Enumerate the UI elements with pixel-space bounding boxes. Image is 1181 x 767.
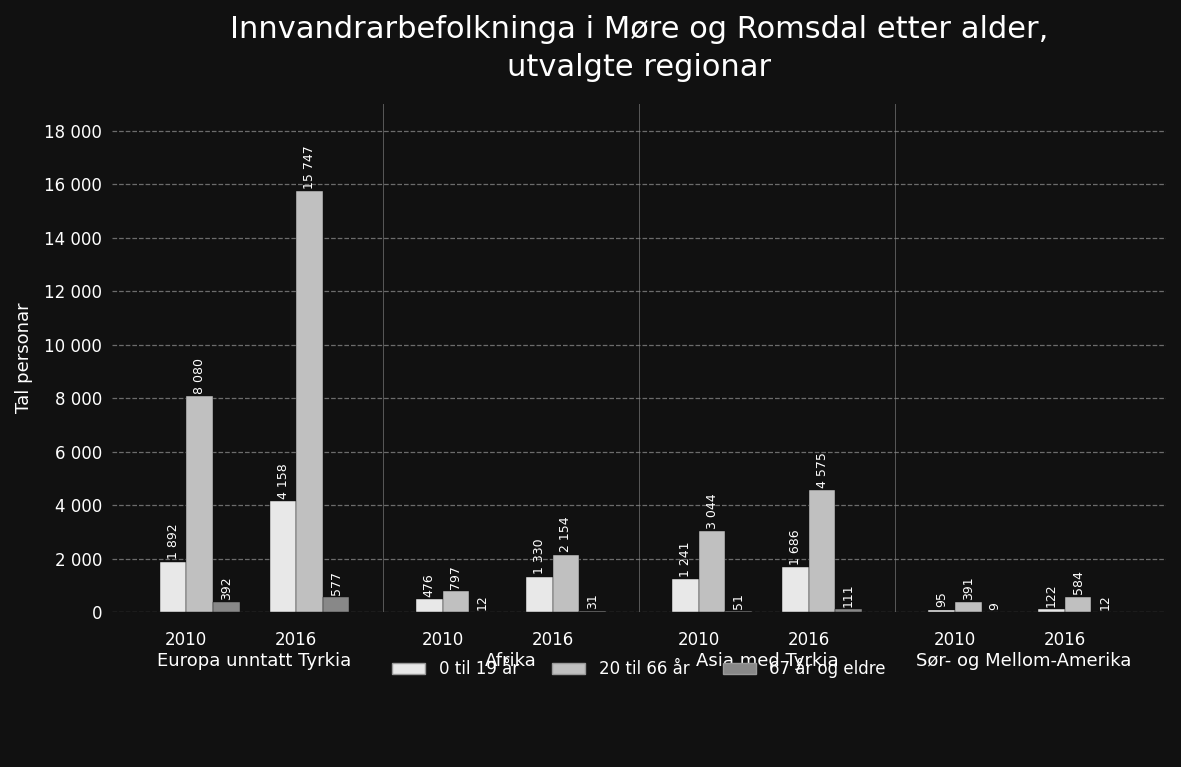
- Y-axis label: Tal personar: Tal personar: [15, 303, 33, 413]
- Text: 391: 391: [961, 576, 974, 600]
- Bar: [296, 191, 322, 612]
- Text: 577: 577: [329, 571, 342, 594]
- Text: 476: 476: [423, 574, 436, 597]
- Text: 1 686: 1 686: [789, 529, 802, 565]
- Text: 1 892: 1 892: [167, 524, 180, 559]
- Text: 4 575: 4 575: [816, 452, 829, 488]
- Text: 122: 122: [1045, 583, 1058, 607]
- Bar: [416, 600, 443, 612]
- Text: 111: 111: [842, 584, 855, 607]
- Text: 392: 392: [220, 576, 233, 600]
- Text: 51: 51: [732, 593, 745, 609]
- Text: 95: 95: [935, 591, 948, 607]
- Bar: [269, 501, 296, 612]
- Legend: 0 til 19 år, 20 til 66 år, 67 år og eldre: 0 til 19 år, 20 til 66 år, 67 år og eldr…: [385, 652, 893, 685]
- Text: Asia med Tyrkia: Asia med Tyrkia: [696, 652, 839, 670]
- Bar: [159, 561, 187, 612]
- Text: 8 080: 8 080: [194, 358, 207, 394]
- Bar: [725, 611, 752, 612]
- Text: Afrika: Afrika: [485, 652, 536, 670]
- Bar: [187, 396, 213, 612]
- Bar: [553, 555, 579, 612]
- Bar: [835, 609, 862, 612]
- Text: 2016: 2016: [1044, 631, 1087, 649]
- Text: 797: 797: [449, 565, 462, 589]
- Bar: [526, 577, 553, 612]
- Text: Sør- og Mellom-Amerika: Sør- og Mellom-Amerika: [915, 652, 1131, 670]
- Text: 2010: 2010: [934, 631, 976, 649]
- Title: Innvandrarbefolkninga i Møre og Romsdal etter alder,
utvalgte regionar: Innvandrarbefolkninga i Møre og Romsdal …: [230, 15, 1048, 82]
- Text: 1 241: 1 241: [679, 542, 692, 577]
- Text: 2010: 2010: [165, 631, 208, 649]
- Text: 12: 12: [476, 594, 489, 610]
- Bar: [699, 531, 725, 612]
- Bar: [443, 591, 469, 612]
- Text: 2016: 2016: [788, 631, 830, 649]
- Text: Europa unntatt Tyrkia: Europa unntatt Tyrkia: [157, 652, 352, 670]
- Text: 4 158: 4 158: [276, 463, 289, 499]
- Bar: [1065, 597, 1091, 612]
- Text: 9: 9: [988, 602, 1001, 610]
- Bar: [782, 567, 809, 612]
- Bar: [322, 597, 350, 612]
- Text: 2016: 2016: [531, 631, 574, 649]
- Text: 1 330: 1 330: [533, 538, 546, 574]
- Bar: [672, 579, 699, 612]
- Bar: [213, 601, 240, 612]
- Text: 2010: 2010: [422, 631, 464, 649]
- Text: 31: 31: [586, 594, 599, 609]
- Text: 12: 12: [1098, 594, 1111, 610]
- Text: 2016: 2016: [275, 631, 318, 649]
- Text: 584: 584: [1071, 571, 1084, 594]
- Text: 3 044: 3 044: [705, 493, 718, 528]
- Text: 2010: 2010: [678, 631, 720, 649]
- Bar: [1038, 609, 1065, 612]
- Bar: [809, 490, 835, 612]
- Bar: [955, 601, 981, 612]
- Bar: [579, 611, 606, 612]
- Bar: [928, 610, 955, 612]
- Text: 2 154: 2 154: [560, 517, 573, 552]
- Text: 15 747: 15 747: [304, 145, 317, 189]
